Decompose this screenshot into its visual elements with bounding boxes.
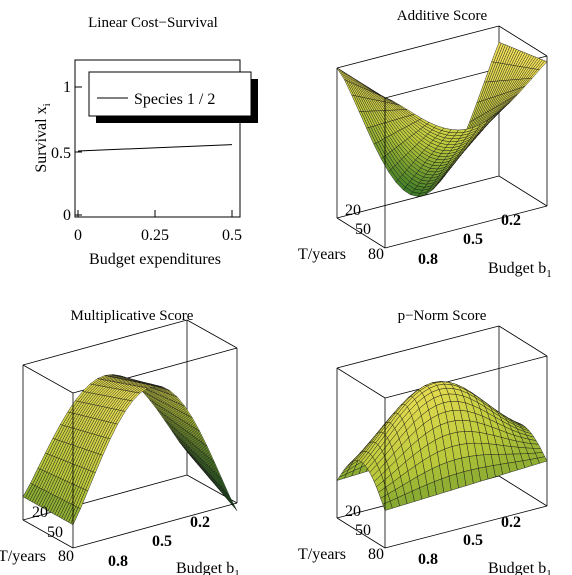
box-edge xyxy=(22,474,188,521)
budget-tick-label: 0.2 xyxy=(501,514,521,531)
budget-tick-label: 0.2 xyxy=(501,212,521,229)
t-tick-label: 20 xyxy=(32,504,48,521)
t-axis-label: T/years xyxy=(298,546,346,563)
x-tick-label: 0.5 xyxy=(222,227,242,244)
box-edge xyxy=(498,325,548,357)
budget-axis-label-sub: 1 xyxy=(546,568,552,575)
budget-axis-label-main: Budget b xyxy=(488,560,546,575)
chart-title: Additive Score xyxy=(397,8,488,24)
y-tick-label: 0.5 xyxy=(51,145,71,162)
y-axis-label: Survival xi xyxy=(33,103,53,172)
series-line-species xyxy=(77,144,233,152)
y-tick-label: 0 xyxy=(63,207,71,224)
x-tick-label: 0.25 xyxy=(141,227,169,244)
box-edge xyxy=(336,217,386,249)
box-edge xyxy=(384,505,548,549)
t-tick-label: 20 xyxy=(345,202,361,219)
budget-axis-label-main: Budget b xyxy=(488,260,546,277)
chart-title: p−Norm Score xyxy=(398,308,487,324)
bounding-box-front xyxy=(22,393,238,549)
box-edge xyxy=(336,175,500,219)
box-edge xyxy=(498,175,548,207)
box-edge xyxy=(72,502,238,549)
panel-linear-cost-survival: Linear Cost−Survival 1 0.5 0 0 0.25 0.5 … xyxy=(33,15,258,268)
budget-axis-label: Budget b1 xyxy=(488,560,552,575)
budget-tick-label: 0.2 xyxy=(190,514,210,531)
budget-tick-label: 0.5 xyxy=(152,533,172,550)
t-axis-label: T/years xyxy=(0,548,46,565)
budget-tick-label: 0.8 xyxy=(418,251,438,268)
box-edge xyxy=(186,319,238,349)
t-tick-label: 50 xyxy=(47,524,63,541)
t-tick-label: 80 xyxy=(368,546,384,563)
box-edge xyxy=(336,325,500,369)
budget-tick-label: 0.5 xyxy=(463,532,483,549)
budget-tick-label: 0.5 xyxy=(463,231,483,248)
chart-title: Multiplicative Score xyxy=(71,308,194,324)
panel-additive-score: Additive Score 20 50 80 T/years 0.2 0.5 … xyxy=(298,8,552,280)
box-edge xyxy=(384,205,548,249)
t-tick-label: 80 xyxy=(58,548,74,565)
bounding-box-front xyxy=(336,98,548,249)
box-edge xyxy=(498,25,548,57)
panel-multiplicative-score: Multiplicative Score 20 50 80 T/years 0.… xyxy=(0,308,240,575)
surface-patch xyxy=(227,493,238,511)
y-axis-label-main: Survival x xyxy=(33,106,50,172)
box-edge xyxy=(384,355,548,399)
legend-label: Species 1 / 2 xyxy=(134,91,215,108)
box-edge xyxy=(22,319,188,366)
x-tick-label: 0 xyxy=(74,227,82,244)
y-tick-label: 1 xyxy=(63,79,71,96)
budget-axis-label-sub: 1 xyxy=(234,568,240,575)
bounding-box-front xyxy=(336,398,548,549)
plot-frame xyxy=(74,59,241,218)
surface-patch xyxy=(537,456,548,464)
t-axis-label: T/years xyxy=(298,246,346,263)
box-edge xyxy=(336,517,386,549)
box-edge xyxy=(22,519,74,549)
t-tick-label: 50 xyxy=(355,221,371,238)
legend-box xyxy=(88,71,252,117)
budget-axis-label-main: Budget b xyxy=(176,560,234,575)
budget-axis-label-sub: 1 xyxy=(546,268,552,280)
budget-tick-label: 0.8 xyxy=(418,551,438,568)
surface-patch xyxy=(537,60,548,70)
x-axis-label: Budget expenditures xyxy=(89,251,221,268)
box-edge xyxy=(498,475,548,507)
y-axis-label-sub: i xyxy=(41,103,53,106)
surface-mesh xyxy=(336,41,548,197)
box-edge xyxy=(336,25,500,69)
t-tick-label: 80 xyxy=(368,246,384,263)
panel-p-norm-score: p−Norm Score 20 50 80 T/years 0.2 0.5 0.… xyxy=(298,308,552,575)
box-edge xyxy=(22,364,74,394)
surface-mesh xyxy=(22,374,238,526)
box-edge xyxy=(336,367,386,399)
budget-tick-label: 0.8 xyxy=(108,553,128,570)
t-tick-label: 20 xyxy=(345,503,361,520)
t-tick-label: 50 xyxy=(355,522,371,539)
surface-mesh xyxy=(336,381,548,511)
chart-title: Linear Cost−Survival xyxy=(88,15,218,31)
budget-axis-label: Budget b1 xyxy=(488,260,552,280)
budget-axis-label: Budget b1 xyxy=(176,560,240,575)
